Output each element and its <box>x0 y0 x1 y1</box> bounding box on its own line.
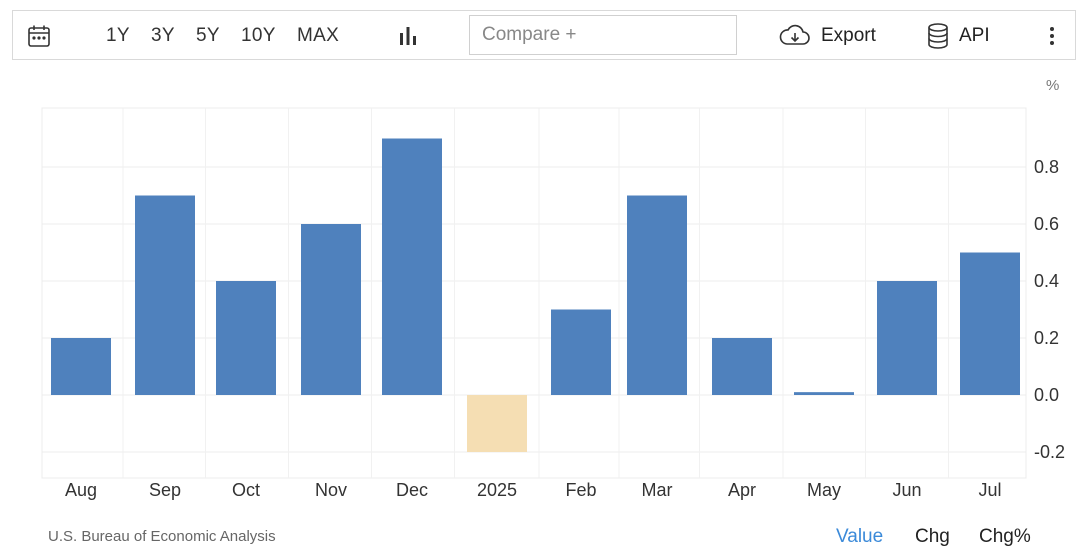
vertical-dots-icon[interactable] <box>1049 11 1055 61</box>
y-tick-label: 0.8 <box>1034 157 1059 177</box>
x-tick-label: Dec <box>396 480 428 500</box>
bar-chart-icon[interactable] <box>398 11 418 61</box>
bar-nov <box>301 224 361 395</box>
compare-input[interactable] <box>469 15 737 55</box>
y-tick-label: 0.0 <box>1034 385 1059 405</box>
x-tick-label: Apr <box>728 480 756 500</box>
x-tick-label: Feb <box>565 480 596 500</box>
x-tick-label: Jul <box>978 480 1001 500</box>
export-label: Export <box>821 25 876 46</box>
bar-2025 <box>467 395 527 452</box>
database-icon <box>927 23 949 49</box>
x-tick-label: 2025 <box>477 480 517 500</box>
calendar-icon[interactable] <box>27 11 51 61</box>
api-button[interactable]: API <box>927 11 990 61</box>
x-tick-label: Oct <box>232 480 260 500</box>
bar-feb <box>551 309 611 395</box>
y-tick-label: 0.2 <box>1034 328 1059 348</box>
plot-area <box>41 107 1027 479</box>
mode-chg-button[interactable]: Chg <box>915 526 950 547</box>
bar-jul <box>960 252 1020 395</box>
x-tick-label: Jun <box>892 480 921 500</box>
x-tick-label: Aug <box>65 480 97 500</box>
bar-may <box>794 392 854 395</box>
mode-value-button[interactable]: Value <box>836 526 884 547</box>
x-tick-label: May <box>807 480 841 500</box>
bar-dec <box>382 138 442 395</box>
range-10y-button[interactable]: 10Y <box>241 25 276 46</box>
bar-apr <box>712 338 772 395</box>
x-tick-label: Mar <box>642 480 673 500</box>
bar-oct <box>216 281 276 395</box>
api-label: API <box>959 25 990 46</box>
cloud-download-icon <box>779 24 811 48</box>
bar-aug <box>51 338 111 395</box>
y-tick-label: 0.6 <box>1034 214 1059 234</box>
range-1y-button[interactable]: 1Y <box>106 25 130 46</box>
export-button[interactable]: Export <box>779 11 876 61</box>
y-tick-label: -0.2 <box>1034 442 1065 462</box>
mode-chg-pct-button[interactable]: Chg% <box>979 526 1031 547</box>
bar-jun <box>877 281 937 395</box>
x-tick-label: Sep <box>149 480 181 500</box>
chart-canvas: 0.8 0.6 0.4 0.2 0.0 -0.2% Aug Sep Oct Nov Dec 2025 F… <box>41 77 1065 500</box>
y-unit-label: % <box>1046 77 1059 94</box>
y-tick-label: 0.4 <box>1034 271 1059 291</box>
bar-chart: 0.8 0.6 0.4 0.2 0.0 -0.2% Aug Sep Oct Nov Dec 2025 F… <box>0 62 1088 554</box>
source-label: U.S. Bureau of Economic Analysis <box>48 528 276 545</box>
chart-toolbar: 1Y 3Y 5Y 10Y MAX Export <box>12 10 1076 60</box>
range-3y-button[interactable]: 3Y <box>151 25 175 46</box>
bar-mar <box>627 195 687 395</box>
range-5y-button[interactable]: 5Y <box>196 25 220 46</box>
range-max-button[interactable]: MAX <box>297 25 340 46</box>
bar-sep <box>135 195 195 395</box>
x-tick-label: Nov <box>315 480 347 500</box>
